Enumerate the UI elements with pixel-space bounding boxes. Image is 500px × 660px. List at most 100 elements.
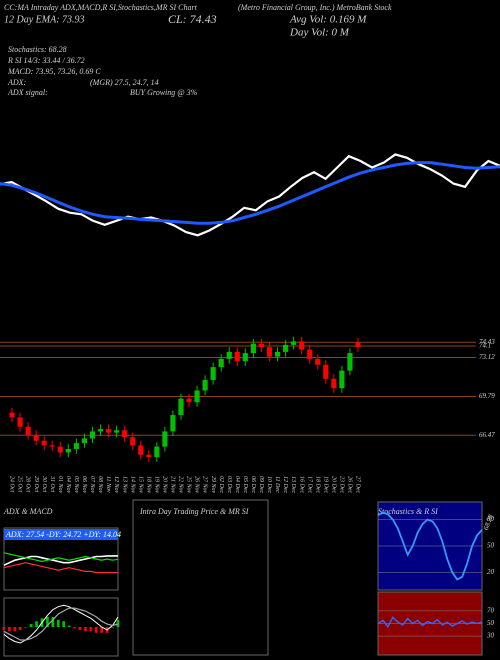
x-tick-label: 21 Nov bbox=[170, 476, 176, 494]
candle-body bbox=[41, 440, 47, 446]
x-tick-label: 18 Nov bbox=[145, 476, 151, 494]
candle-body bbox=[331, 378, 337, 389]
adx: ADX: bbox=[7, 78, 27, 87]
histogram-bar bbox=[51, 616, 55, 627]
y-tick-label: 74.43 bbox=[479, 338, 495, 346]
series-line bbox=[3, 555, 118, 566]
histogram-bar bbox=[2, 627, 6, 630]
x-tick-label: 20 Nov bbox=[162, 476, 168, 494]
adx-values: (MGR) 27.5, 24.7, 14 bbox=[90, 78, 159, 87]
candle-body bbox=[17, 417, 23, 427]
x-tick-label: 11 Dec bbox=[274, 476, 280, 493]
x-tick-label: 13 Nov bbox=[121, 476, 127, 494]
x-tick-label: 05 Dec bbox=[242, 476, 248, 493]
series-line bbox=[3, 604, 119, 644]
x-tick-label: 06 Dec bbox=[250, 476, 256, 493]
x-tick-label: 15 Nov bbox=[137, 476, 143, 494]
x-tick-label: 26 Dec bbox=[347, 476, 353, 493]
x-tick-label: 12 Nov bbox=[113, 476, 119, 494]
candle-body bbox=[138, 445, 144, 455]
candle-body bbox=[315, 358, 321, 365]
y-tick-label: 30 bbox=[486, 632, 495, 640]
x-tick-label: 13 Dec bbox=[290, 476, 296, 493]
x-tick-label: 17 Dec bbox=[306, 476, 312, 493]
x-tick-label: 22 Nov bbox=[178, 476, 184, 494]
candle-body bbox=[250, 343, 256, 354]
x-tick-label: 27 Dec bbox=[355, 476, 361, 493]
histogram-bar bbox=[24, 627, 28, 628]
candle-body bbox=[65, 448, 71, 453]
candle-body bbox=[291, 341, 297, 345]
x-tick-label: 27 Nov bbox=[202, 476, 208, 494]
y-tick-label: 80 bbox=[487, 515, 495, 523]
x-tick-label: 10 Dec bbox=[266, 476, 272, 493]
candle-body bbox=[282, 344, 289, 352]
series-line bbox=[377, 511, 483, 581]
candle-body bbox=[266, 347, 273, 357]
x-tick-label: 04 Dec bbox=[234, 476, 241, 493]
stat: MACD: 73.95, 73.26, 0.69 C bbox=[7, 67, 101, 76]
histogram-bar bbox=[89, 627, 93, 632]
candle-body bbox=[202, 379, 208, 391]
candle-body bbox=[234, 351, 240, 362]
x-tick-label: 20 Dec bbox=[330, 476, 336, 493]
y-tick-label: 73.12 bbox=[479, 353, 495, 361]
candle-body bbox=[274, 351, 281, 357]
candle-body bbox=[25, 426, 31, 435]
candle-body bbox=[258, 343, 265, 348]
signal-text: BUY Growing @ 3% bbox=[130, 88, 198, 97]
candle-body bbox=[347, 353, 353, 371]
x-tick-label: 23 Dec bbox=[339, 476, 345, 493]
x-tick-label: 09 Dec bbox=[258, 476, 264, 493]
candle-body bbox=[339, 370, 345, 389]
y-tick-label: 69.79 bbox=[479, 392, 495, 400]
x-tick-label: 25 Oct bbox=[17, 476, 23, 492]
candle-body bbox=[89, 431, 96, 439]
histogram-bar bbox=[116, 619, 120, 627]
x-tick-label: 19 Nov bbox=[153, 476, 159, 494]
x-tick-label: 16 Dec bbox=[298, 476, 304, 493]
intraday-panel bbox=[132, 499, 269, 656]
y-tick-label: 50 bbox=[487, 619, 495, 627]
title-right: (Metro Financial Group, Inc.) MetroBank … bbox=[238, 3, 392, 12]
histogram-bar bbox=[46, 616, 49, 627]
x-tick-label: 25 Nov bbox=[186, 476, 192, 494]
series-line bbox=[3, 562, 118, 574]
title-left: CC:MA Intraday ADX,MACD,R SI,Stochastics… bbox=[4, 3, 198, 12]
candle-body bbox=[299, 341, 305, 350]
candle-body bbox=[97, 429, 104, 432]
avg-vol: Avg Vol: 0.169 M bbox=[289, 14, 367, 26]
candle-body bbox=[9, 412, 15, 418]
series-line bbox=[0, 161, 500, 225]
series-line bbox=[377, 615, 483, 628]
x-tick-label: 07 Nov bbox=[89, 476, 95, 494]
x-tick-label: 26 Nov bbox=[194, 476, 200, 494]
histogram-bar bbox=[18, 627, 22, 630]
histogram-bar bbox=[62, 621, 66, 627]
candle-body bbox=[210, 367, 216, 380]
candle-body bbox=[122, 430, 128, 438]
y-tick-label: 50 bbox=[487, 542, 495, 550]
signal: ADX signal: bbox=[7, 88, 48, 97]
histogram-bar bbox=[8, 627, 11, 632]
stat: R SI 14/3: 33.44 / 36.72 bbox=[7, 56, 85, 65]
day-vol: Day Vol: 0 M bbox=[289, 27, 350, 39]
candle-body bbox=[130, 437, 136, 446]
x-tick-label: 06 Nov bbox=[81, 476, 87, 494]
y-tick-label: 70 bbox=[487, 607, 495, 615]
candle-body bbox=[33, 434, 39, 441]
candle-body bbox=[162, 431, 168, 447]
x-tick-label: 14 Nov bbox=[129, 476, 136, 494]
intraday-title: Intra Day Trading Price & MR SI bbox=[139, 507, 249, 516]
candle-body bbox=[154, 446, 160, 458]
candle-body bbox=[49, 445, 55, 447]
histogram-bar bbox=[94, 627, 98, 633]
candle-body bbox=[355, 342, 361, 348]
y-tick-label: 66.47 bbox=[479, 431, 495, 439]
candle-body bbox=[307, 349, 313, 359]
x-tick-label: 08 Nov bbox=[97, 476, 103, 494]
ema: 12 Day EMA: 73.93 bbox=[4, 14, 85, 25]
histogram-bar bbox=[100, 627, 104, 633]
histogram-bar bbox=[78, 627, 82, 630]
